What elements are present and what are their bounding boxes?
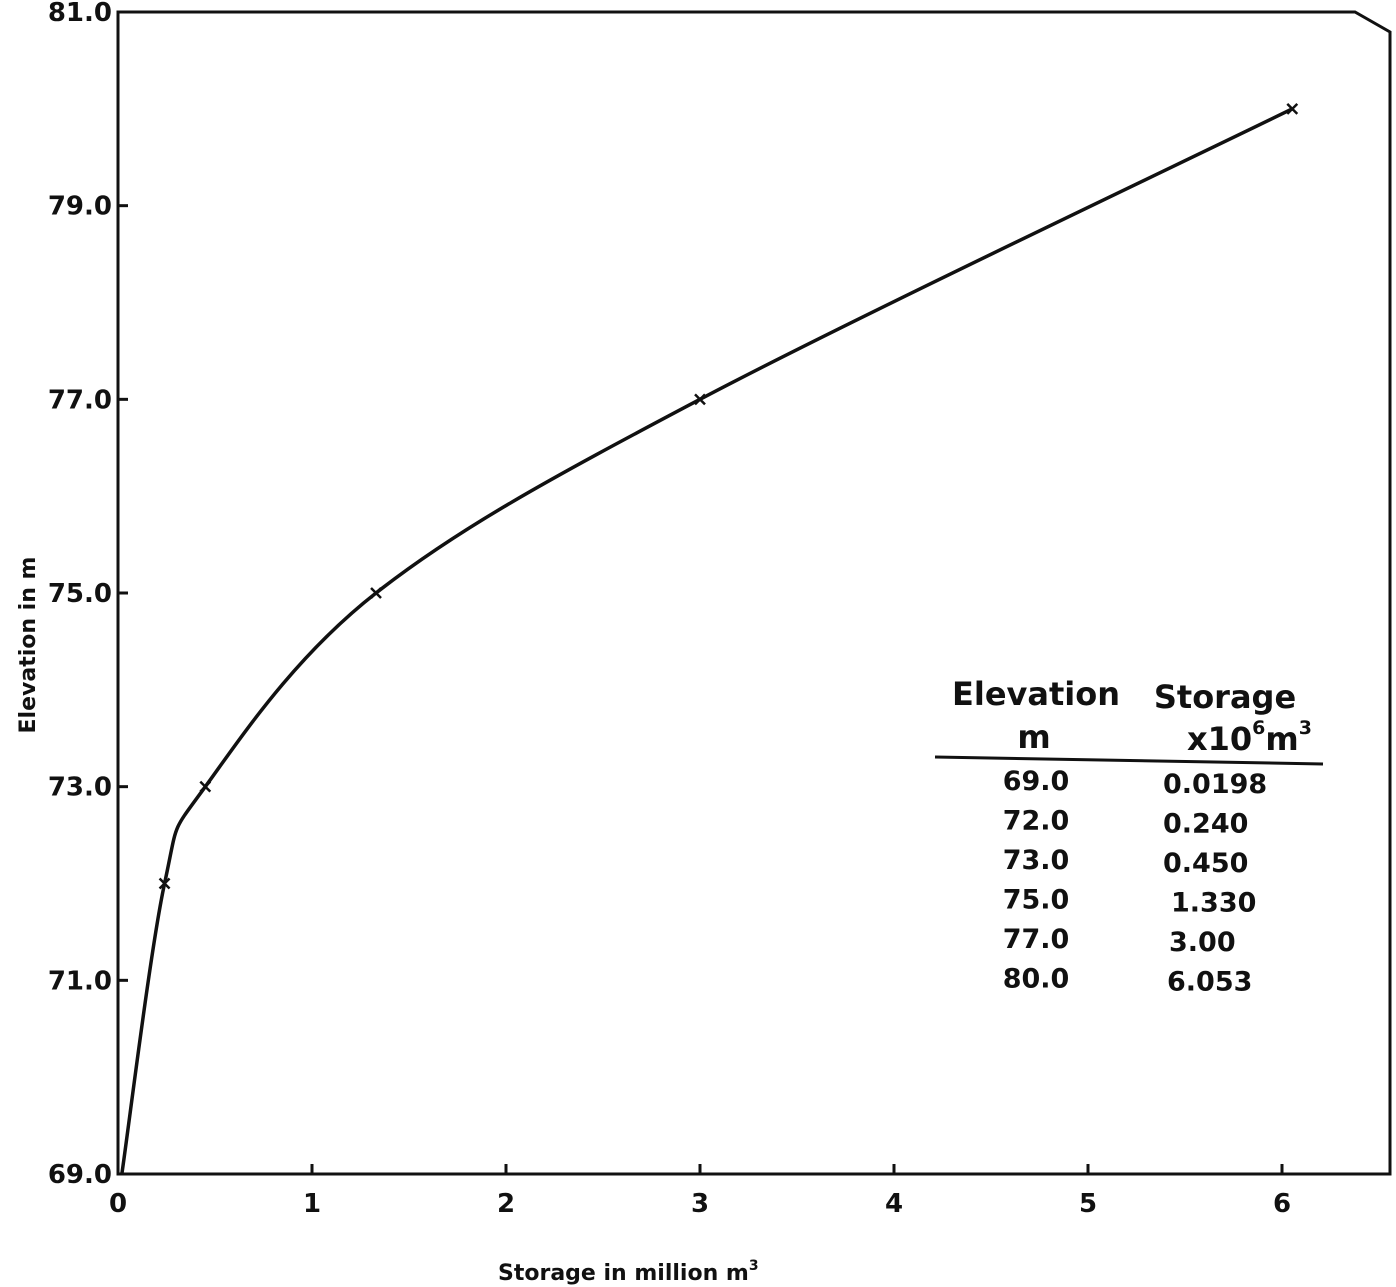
storage-unit-m: m <box>1265 720 1298 758</box>
data-table: Elevation m Storage x106m3 69.0 0.019872.… <box>934 675 1324 998</box>
x-tick-label-6: 6 <box>1273 1189 1291 1219</box>
x-axis-title-exponent: 3 <box>749 1258 759 1274</box>
table-cell-elevation: 75.0 <box>1003 885 1070 916</box>
y-tick-label-77.0: 77.0 <box>48 385 112 415</box>
x-tick-label-0: 0 <box>109 1189 127 1219</box>
y-axis-title: Elevation in m <box>16 557 41 734</box>
table-cell-storage: 0.240 <box>1163 809 1248 840</box>
data-point-marker <box>158 877 171 890</box>
plot-frame <box>116 10 1392 1176</box>
table-divider <box>934 755 1324 766</box>
table-cell-elevation: 73.0 <box>1003 845 1070 876</box>
table-cell-elevation: 69.0 <box>1003 766 1070 797</box>
table-cell-elevation: 77.0 <box>1003 924 1070 955</box>
storage-unit-exp: 6 <box>1252 717 1265 739</box>
x-tick-label-2: 2 <box>497 1189 515 1219</box>
table-cell-storage: 0.450 <box>1163 848 1248 879</box>
storage-unit-base: x10 <box>1187 720 1252 758</box>
y-tick-label-69.0: 69.0 <box>48 1160 112 1190</box>
y-tick-label-79.0: 79.0 <box>48 192 112 222</box>
y-tick-label-71.0: 71.0 <box>48 966 112 996</box>
data-point-marker <box>1286 102 1299 115</box>
data-point-marker <box>199 780 212 793</box>
x-tick-label-3: 3 <box>691 1189 709 1219</box>
table-header-elevation: Elevation <box>952 675 1120 713</box>
table-cell-elevation: 72.0 <box>1003 806 1070 837</box>
x-axis-title: Storage in million m3 <box>498 1258 759 1286</box>
table-cell-storage: 1.330 <box>1171 888 1256 919</box>
table-rows: 69.0 0.0198 72.0 0.240 73.0 0.450 75.0 1.330 77.… <box>1003 766 1268 998</box>
y-tick-label-73.0: 73.0 <box>48 773 112 803</box>
table-cell-storage: 3.00 <box>1169 927 1236 958</box>
x-tick-label-5: 5 <box>1079 1189 1097 1219</box>
data-point-marker <box>370 587 382 599</box>
table-cell-storage: 0.0198 <box>1163 769 1267 800</box>
data-point-marker <box>694 393 706 406</box>
x-tick-label-1: 1 <box>303 1189 321 1219</box>
table-header-storage-unit: x106m3 <box>1187 717 1312 758</box>
table-cell-elevation: 80.0 <box>1003 964 1070 995</box>
y-tick-label-81.0: 81.0 <box>48 0 112 28</box>
table-header-elevation-unit: m <box>1017 718 1050 756</box>
x-tick-label-4: 4 <box>885 1189 903 1219</box>
x-axis-title-main: Storage in million m <box>498 1261 749 1286</box>
table-cell-storage: 6.053 <box>1167 967 1252 998</box>
elevation-storage-curve <box>120 107 1294 1175</box>
y-tick-label-75.0: 75.0 <box>48 579 112 609</box>
storage-unit-m-exp: 3 <box>1299 717 1312 739</box>
table-header-storage: Storage <box>1154 678 1296 716</box>
